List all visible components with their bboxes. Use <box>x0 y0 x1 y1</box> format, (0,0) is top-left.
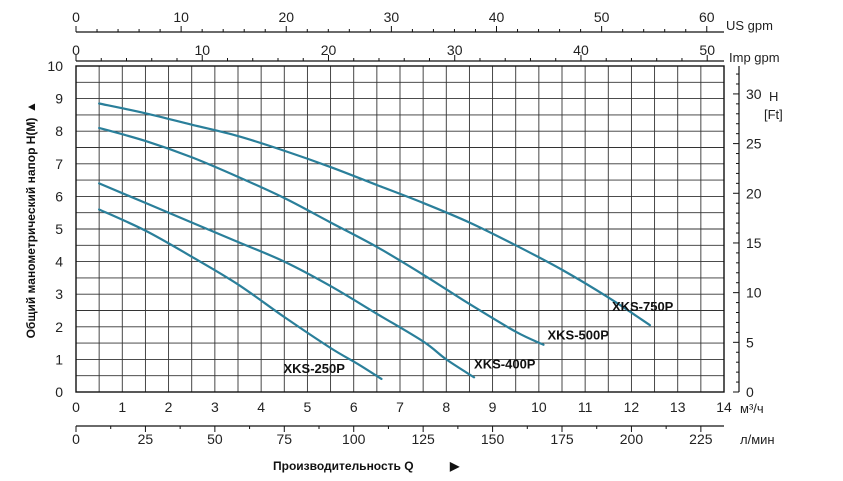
us-gpm-tick-label: 0 <box>72 9 80 25</box>
x-axis-title: Производительность Q <box>273 459 414 473</box>
us-gpm-tick-label: 40 <box>489 9 505 25</box>
us-gpm-tick-label: 60 <box>699 9 715 25</box>
y-tick-label: 8 <box>55 123 63 139</box>
y-tick-label: 10 <box>47 58 63 74</box>
ft-tick-label: 10 <box>746 285 762 301</box>
y-tick-label: 6 <box>55 188 63 204</box>
x-tick-label: 7 <box>396 399 404 415</box>
x-tick-label: 1 <box>118 399 126 415</box>
x-tick-label: 9 <box>489 399 497 415</box>
x-tick-label: 3 <box>211 399 219 415</box>
y-axis-arrow: ▲ <box>24 101 38 113</box>
lmin-tick-label: 150 <box>481 431 505 447</box>
x-tick-label: 8 <box>442 399 450 415</box>
ft-tick-label: 0 <box>746 384 754 400</box>
imp-gpm-tick-label: 40 <box>573 42 589 58</box>
plot-border <box>75 65 725 393</box>
x-tick-label: 14 <box>716 399 732 415</box>
lmin-tick-label: 0 <box>72 431 80 447</box>
y-tick-label: 0 <box>55 384 63 400</box>
lmin-tick-label: 75 <box>276 431 292 447</box>
ft-tick-label: 30 <box>746 86 762 102</box>
y-tick-label: 2 <box>55 319 63 335</box>
us-gpm-tick-label: 50 <box>594 9 610 25</box>
series-line-xks-750p <box>98 102 652 327</box>
imp-gpm-unit-label: Imp gpm <box>729 50 780 65</box>
imp-gpm-tick-label: 20 <box>321 42 337 58</box>
lmin-tick-label: 25 <box>138 431 154 447</box>
ft-tick-label: 20 <box>746 185 762 201</box>
y-tick-label: 7 <box>55 156 63 172</box>
x-axis-arrow: ▶ <box>449 459 460 473</box>
ft-tick-label: 15 <box>746 235 762 251</box>
lmin-tick-label: 125 <box>411 431 435 447</box>
x-tick-label: 0 <box>72 399 80 415</box>
y-tick-label: 9 <box>55 91 63 107</box>
us-gpm-unit-label: US gpm <box>726 18 773 33</box>
imp-gpm-tick-label: 10 <box>194 42 210 58</box>
lmin-tick-label: 175 <box>550 431 574 447</box>
series-label-xks-400p: XKS-400P <box>474 356 536 371</box>
x-tick-label: 13 <box>670 399 686 415</box>
lmin-tick-label: 225 <box>689 431 713 447</box>
series-label-xks-750p: XKS-750P <box>612 299 674 314</box>
ft-tick-label: 5 <box>746 334 754 350</box>
y-axis-title: Общий манометрический напор H(M) <box>24 118 38 339</box>
y-axis-title-group: Общий манометрический напор H(M) ▲ <box>24 101 38 338</box>
ft-tick-label: 25 <box>746 136 762 152</box>
lmin-tick-label: 200 <box>620 431 644 447</box>
grid <box>75 65 725 393</box>
x-tick-label: 10 <box>531 399 547 415</box>
imp-gpm-tick-label: 50 <box>699 42 715 58</box>
x-tick-label: 4 <box>257 399 265 415</box>
lmin-unit-label: л/мин <box>740 432 775 447</box>
x-tick-label: 11 <box>578 399 593 415</box>
us-gpm-tick-label: 10 <box>173 9 189 25</box>
lmin-tick-label: 100 <box>342 431 366 447</box>
plot-frame <box>75 65 725 393</box>
y-tick-label: 3 <box>55 286 63 302</box>
ft-unit-label-ft: [Ft] <box>764 107 783 122</box>
x-unit-label: м³/ч <box>740 401 764 416</box>
lmin-tick-label: 50 <box>207 431 223 447</box>
ft-unit-label-h: H <box>769 89 778 104</box>
us-gpm-tick-label: 30 <box>384 9 400 25</box>
series-label-xks-500p: XKS-500P <box>547 328 609 343</box>
series-line-xks-250p <box>98 208 383 381</box>
x-tick-label: 12 <box>624 399 640 415</box>
us-gpm-tick-label: 20 <box>278 9 294 25</box>
x-tick-label: 6 <box>350 399 358 415</box>
imp-gpm-tick-label: 30 <box>447 42 463 58</box>
series-line-xks-500p <box>98 126 545 346</box>
imp-gpm-tick-label: 0 <box>72 42 80 58</box>
y-tick-label: 4 <box>55 254 63 270</box>
y-tick-label: 5 <box>55 221 63 237</box>
x-tick-label: 5 <box>304 399 312 415</box>
series-label-xks-250p: XKS-250P <box>283 361 345 376</box>
series-line-xks-400p <box>98 182 476 379</box>
y-tick-label: 1 <box>55 351 63 367</box>
x-tick-label: 2 <box>165 399 173 415</box>
